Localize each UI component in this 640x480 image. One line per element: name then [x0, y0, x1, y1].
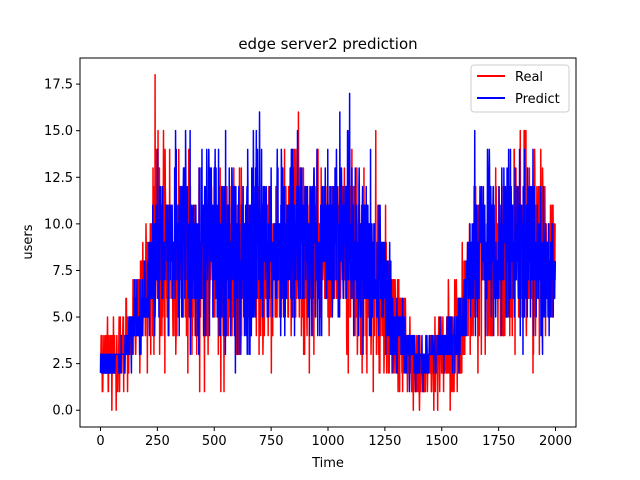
- y-tick-label: 17.5: [44, 78, 73, 93]
- y-tick-label: 5.0: [52, 311, 73, 326]
- y-tick-label: 2.5: [52, 357, 73, 372]
- legend-label-predict: Predict: [515, 92, 560, 107]
- x-tick-label: 500: [202, 434, 227, 449]
- chart-title: edge server2 prediction: [238, 35, 417, 53]
- y-tick-label: 10.0: [44, 217, 73, 232]
- y-axis: 0.0 2.5 5.0 7.5 10.0 12.5 15.0 17.5: [44, 78, 80, 419]
- x-tick-label: 0: [96, 434, 104, 449]
- x-axis-title: Time: [311, 456, 344, 471]
- series-line-predict: [99, 92, 557, 393]
- x-tick-label: 1500: [425, 434, 458, 449]
- x-tick-label: 1000: [311, 434, 344, 449]
- y-tick-label: 15.0: [44, 124, 73, 139]
- legend-label-real: Real: [515, 70, 543, 85]
- series-layer: [99, 74, 557, 411]
- x-tick-label: 1250: [368, 434, 401, 449]
- y-tick-label: 7.5: [52, 264, 73, 279]
- x-tick-label: 250: [145, 434, 170, 449]
- y-tick-label: 0.0: [52, 404, 73, 419]
- y-axis-title: users: [21, 224, 36, 259]
- y-tick-label: 12.5: [44, 171, 73, 186]
- legend: Real Predict: [470, 64, 570, 113]
- x-axis: 0 250 500 750 1000 1250 1500 1750 2000: [96, 427, 572, 449]
- x-tick-label: 1750: [482, 434, 515, 449]
- x-tick-label: 750: [259, 434, 284, 449]
- x-tick-label: 2000: [539, 434, 572, 449]
